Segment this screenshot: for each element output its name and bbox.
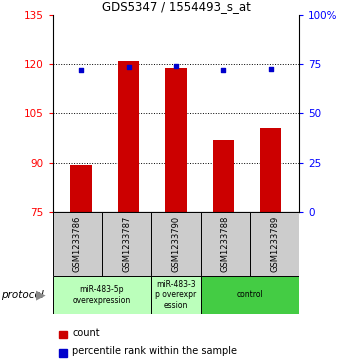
Bar — [70, 164, 92, 212]
Text: GSM1233789: GSM1233789 — [270, 216, 279, 272]
FancyBboxPatch shape — [151, 276, 201, 314]
Point — [173, 63, 179, 69]
Text: GSM1233788: GSM1233788 — [221, 216, 230, 272]
FancyBboxPatch shape — [201, 212, 250, 276]
FancyBboxPatch shape — [53, 212, 102, 276]
Point — [79, 67, 84, 73]
Text: control: control — [237, 290, 263, 299]
FancyBboxPatch shape — [201, 276, 299, 314]
Text: protocol: protocol — [1, 290, 44, 300]
Text: GSM1233786: GSM1233786 — [73, 216, 82, 272]
Text: ▶: ▶ — [36, 289, 45, 301]
Title: GDS5347 / 1554493_s_at: GDS5347 / 1554493_s_at — [102, 0, 250, 13]
Text: miR-483-5p
overexpression: miR-483-5p overexpression — [73, 285, 131, 305]
FancyBboxPatch shape — [102, 212, 151, 276]
Point — [126, 64, 131, 70]
Bar — [165, 68, 187, 212]
FancyBboxPatch shape — [151, 212, 201, 276]
Text: miR-483-3
p overexpr
ession: miR-483-3 p overexpr ession — [155, 280, 197, 310]
Text: GSM1233790: GSM1233790 — [171, 216, 181, 272]
Point — [268, 66, 273, 72]
Bar — [260, 128, 282, 212]
Point — [221, 67, 226, 73]
FancyBboxPatch shape — [53, 276, 151, 314]
Bar — [118, 61, 139, 212]
Text: percentile rank within the sample: percentile rank within the sample — [72, 346, 237, 356]
Text: GSM1233787: GSM1233787 — [122, 216, 131, 272]
Bar — [213, 140, 234, 212]
Text: count: count — [72, 328, 100, 338]
FancyBboxPatch shape — [250, 212, 299, 276]
